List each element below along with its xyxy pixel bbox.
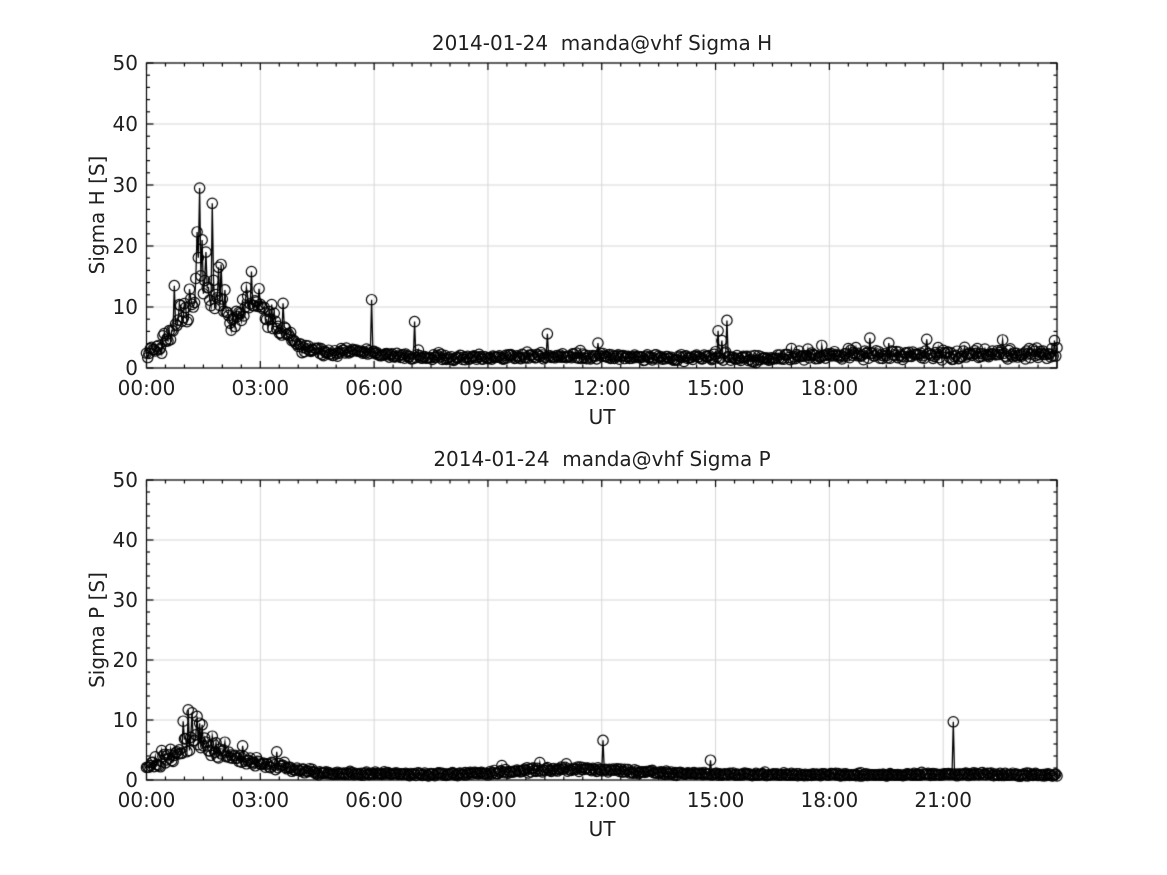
- x-tick-label: 12:00: [572, 376, 631, 400]
- x-tick-label: 00:00: [117, 376, 176, 400]
- y-axis-label-sigma-h: Sigma H [S]: [85, 155, 109, 275]
- y-tick-label: 30: [112, 173, 138, 197]
- x-tick-label: 18:00: [800, 788, 859, 812]
- x-tick-label: 21:00: [914, 376, 973, 400]
- x-tick-label: 15:00: [686, 376, 745, 400]
- chart-title-sigma-p: 2014-01-24 manda@vhf Sigma P: [433, 447, 771, 471]
- x-tick-label: 18:00: [800, 376, 859, 400]
- x-tick-label: 09:00: [459, 376, 517, 400]
- y-tick-label: 10: [112, 295, 138, 319]
- x-tick-label: 03:00: [231, 376, 290, 400]
- x-tick-label: 06:00: [345, 788, 403, 812]
- x-axis-label-ut-top: UT: [588, 405, 616, 429]
- y-tick-label: 40: [112, 528, 138, 552]
- y-tick-label: 0: [125, 356, 138, 380]
- chart-title-sigma-h: 2014-01-24 manda@vhf Sigma H: [431, 31, 773, 55]
- y-tick-label: 40: [112, 112, 138, 136]
- y-tick-label: 30: [112, 588, 138, 612]
- x-tick-label: 15:00: [686, 788, 745, 812]
- x-tick-label: 21:00: [914, 788, 973, 812]
- y-tick-label: 20: [112, 648, 138, 672]
- x-tick-label: 09:00: [459, 788, 517, 812]
- x-tick-label: 03:00: [231, 788, 290, 812]
- y-tick-label: 10: [112, 708, 138, 732]
- x-tick-label: 12:00: [572, 788, 631, 812]
- y-tick-label: 50: [112, 51, 138, 75]
- y-axis-label-sigma-p: Sigma P [S]: [85, 572, 109, 688]
- y-tick-label: 0: [125, 768, 138, 792]
- y-tick-label: 20: [112, 234, 138, 258]
- x-tick-label: 00:00: [117, 788, 176, 812]
- x-tick-label: 06:00: [345, 376, 403, 400]
- y-tick-label: 50: [112, 468, 138, 492]
- x-axis-label-ut-bottom: UT: [588, 817, 616, 841]
